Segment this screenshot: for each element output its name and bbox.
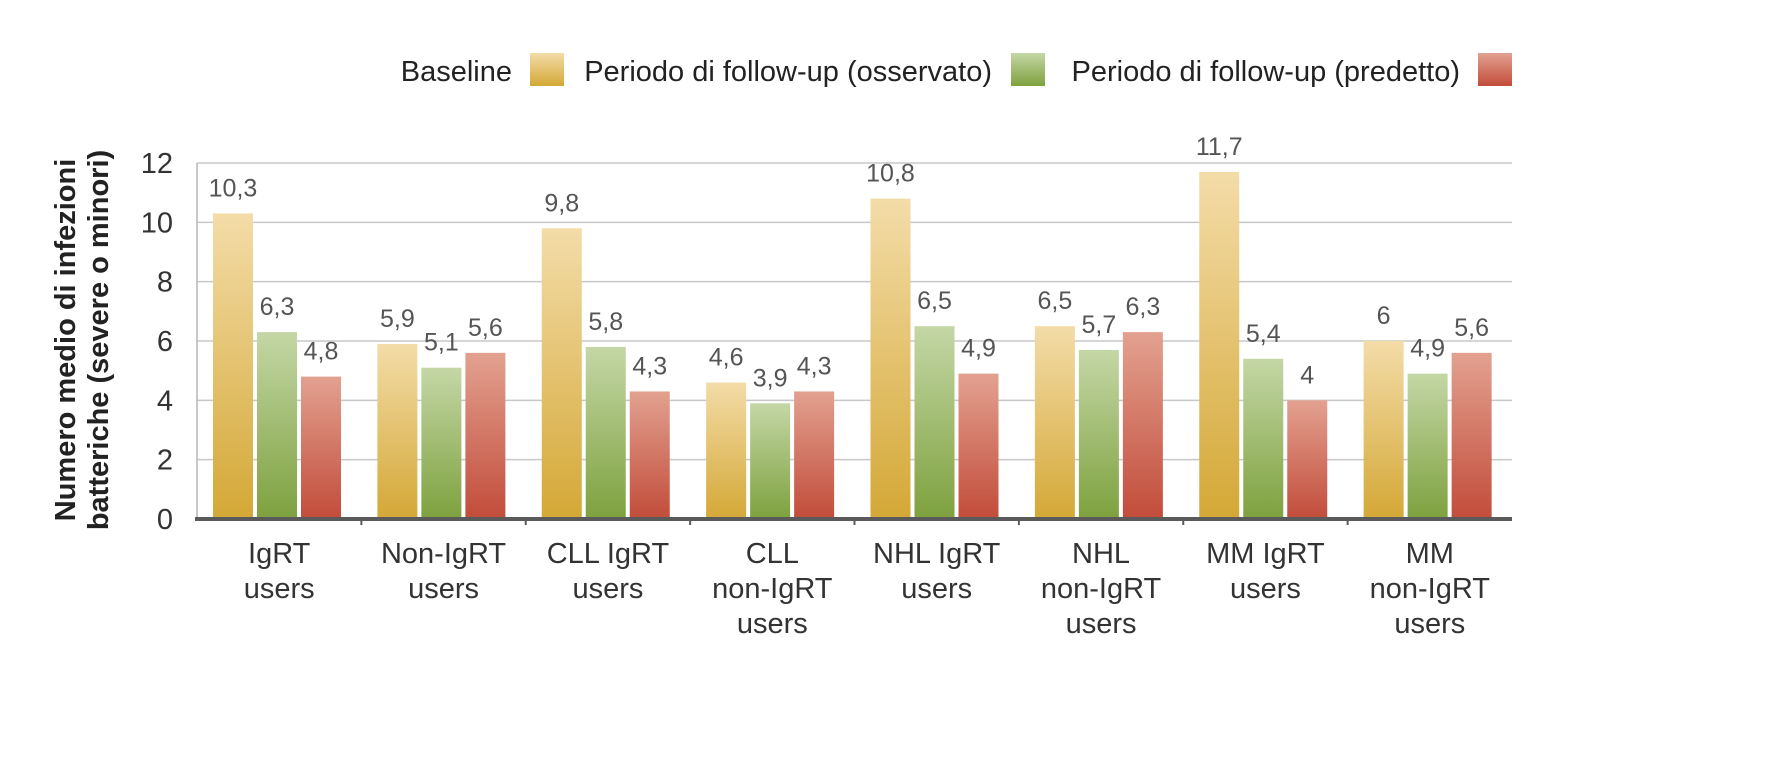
bar	[213, 213, 253, 519]
category-label: non-IgRT	[1370, 573, 1491, 605]
data-label: 6,3	[260, 293, 295, 321]
legend-label: Periodo di follow-up (osservato)	[584, 56, 992, 88]
y-tick-label: 12	[141, 148, 173, 180]
y-tick-label: 0	[157, 504, 173, 536]
legend-label: Periodo di follow-up (predetto)	[1072, 56, 1460, 88]
bar	[870, 198, 911, 519]
data-label: 4,6	[709, 344, 744, 372]
data-label: 4,9	[961, 335, 996, 363]
bar	[585, 346, 626, 519]
category-label: users	[737, 608, 808, 640]
data-label: 11,7	[1196, 133, 1243, 161]
category-label: MM	[1406, 538, 1454, 570]
y-tick-label: 10	[141, 207, 173, 239]
data-label: 6,3	[1125, 293, 1160, 321]
bar	[1122, 332, 1163, 519]
data-label: 3,9	[753, 364, 788, 392]
bar	[1199, 171, 1240, 519]
bar	[377, 343, 418, 519]
data-label: 5,9	[380, 305, 415, 333]
bar	[301, 376, 341, 519]
legend-swatch	[530, 53, 564, 86]
data-label: 4,3	[632, 352, 667, 380]
bar	[465, 352, 506, 519]
data-label: 4,3	[797, 352, 832, 380]
legend: Baseline Periodo di follow-up (osservato)…	[401, 53, 1512, 88]
legend-label: Baseline	[401, 56, 512, 88]
data-label: 4,9	[1410, 335, 1445, 363]
data-label: 5,6	[468, 314, 503, 342]
bar	[958, 373, 999, 519]
data-label: 4,8	[304, 338, 339, 366]
legend-swatch	[1011, 53, 1045, 86]
bar	[1451, 352, 1492, 519]
category-label: IgRT	[248, 538, 311, 570]
bar	[794, 391, 835, 519]
bar	[1243, 358, 1284, 519]
data-label: 4	[1300, 361, 1314, 389]
y-tick-label: 2	[157, 445, 173, 477]
bar	[706, 382, 747, 519]
data-label: 5,1	[424, 329, 459, 357]
category-label: MM IgRT	[1206, 538, 1325, 570]
value-labels: 10,3 6,3 4,8 5,9 5,1 5,6 9,8 5,8 4,3 4,6 3,9 4,3 10,…	[209, 133, 1489, 392]
bar	[1287, 400, 1328, 519]
y-axis-title: Numero medio di infezioni batteriche (sev…	[50, 150, 115, 530]
category-label: users	[1066, 608, 1137, 640]
bar	[750, 403, 791, 519]
category-label: users	[408, 573, 479, 605]
category-label: NHL IgRT	[873, 538, 1001, 570]
data-label: 9,8	[544, 189, 579, 217]
category-label: users	[901, 573, 972, 605]
data-label: 5,6	[1454, 314, 1489, 342]
bar	[629, 391, 670, 519]
category-label: non-IgRT	[712, 573, 833, 605]
x-axis	[195, 163, 1512, 525]
y-axis-ticks: 0 2 4 6 8 10 12	[141, 148, 173, 536]
data-label: 10,3	[209, 174, 258, 202]
y-axis-title-line: batteriche (severe o minori)	[83, 150, 115, 530]
category-label: non-IgRT	[1041, 573, 1162, 605]
category-label: users	[572, 573, 643, 605]
bar	[914, 326, 955, 519]
category-label: users	[244, 573, 315, 605]
category-label: NHL	[1072, 538, 1130, 570]
data-label: 6,5	[917, 287, 952, 315]
legend-swatch	[1478, 53, 1512, 86]
data-label: 5,7	[1081, 311, 1116, 339]
bar	[1407, 373, 1448, 519]
category-label: CLL	[746, 538, 799, 570]
category-label: CLL IgRT	[547, 538, 670, 570]
bar	[1078, 349, 1119, 519]
bar	[1034, 326, 1075, 519]
data-label: 10,8	[866, 160, 915, 188]
y-axis-title-line: Numero medio di infezioni	[50, 159, 82, 522]
y-tick-label: 6	[157, 326, 173, 358]
data-label: 5,8	[588, 308, 623, 336]
y-tick-label: 4	[157, 385, 173, 417]
data-label: 5,4	[1246, 320, 1281, 348]
category-label: users	[1394, 608, 1465, 640]
bar	[421, 367, 462, 519]
bars	[213, 171, 1492, 519]
bar	[1363, 341, 1404, 519]
data-label: 6,5	[1037, 287, 1072, 315]
category-label: users	[1230, 573, 1301, 605]
y-tick-label: 8	[157, 267, 173, 299]
bar	[257, 332, 297, 519]
category-label: Non-IgRT	[381, 538, 506, 570]
data-label: 6	[1377, 302, 1391, 330]
bar	[541, 228, 582, 519]
